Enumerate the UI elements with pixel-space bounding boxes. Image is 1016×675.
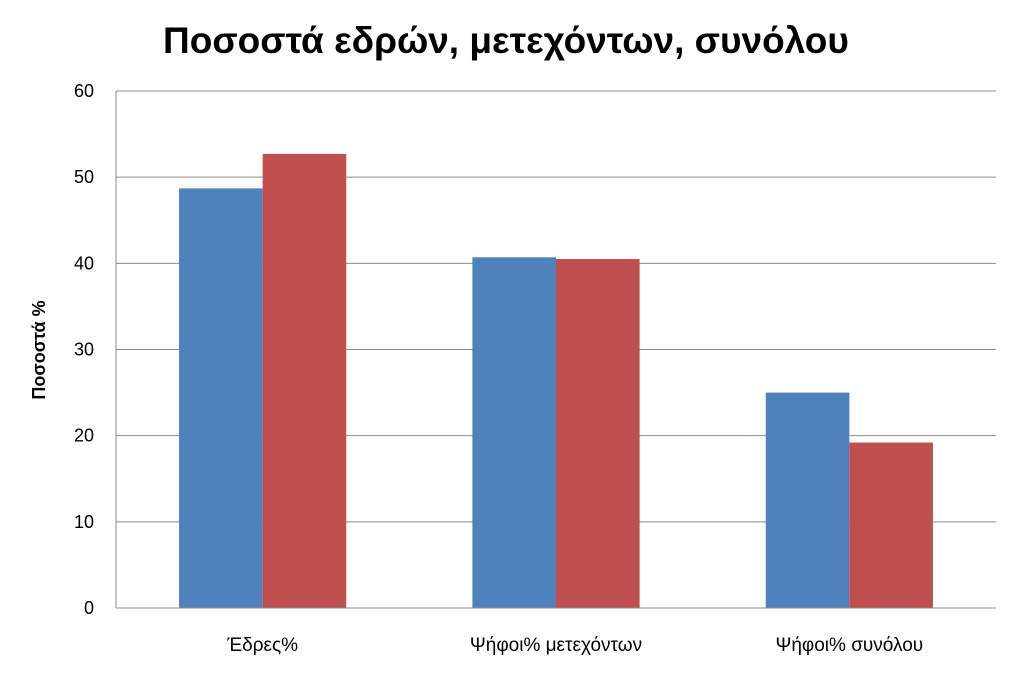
y-tick-label: 50 [74,167,94,187]
chart-title: Ποσοστά εδρών, μετεχόντων, συνόλου [163,20,849,61]
bar [179,188,263,608]
x-category-labels: Έδρες% Ψήφοι% μετεχόντων Ψήφοι% συνόλου [226,635,923,656]
y-tick-label: 20 [74,426,94,446]
x-tick-label: Ψήφοι% μετεχόντων [470,635,642,656]
bars [179,153,933,608]
bar [472,257,556,608]
y-tick-label: 40 [74,253,94,273]
y-axis-label: Ποσοστά % [29,300,49,399]
x-tick-label: Έδρες% [226,635,298,656]
y-tick-labels: 0 10 20 30 40 50 60 [74,81,94,618]
bar [849,442,933,608]
bar [262,153,347,608]
y-tick-label: 10 [74,512,94,532]
y-tick-label: 0 [84,598,94,618]
x-tick-label: Ψήφοι% συνόλου [775,635,923,656]
bar [765,392,850,608]
y-tick-label: 60 [74,81,94,101]
y-tick-label: 30 [74,340,94,360]
bar [556,259,640,608]
axes [115,91,996,609]
